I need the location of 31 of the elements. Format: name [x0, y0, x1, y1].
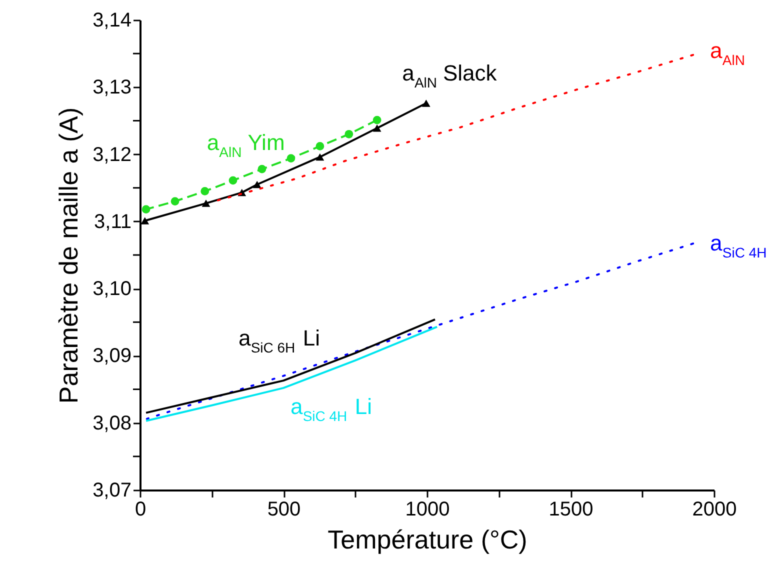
point: [286, 154, 296, 162]
point: [252, 180, 262, 188]
y-tick-label: 3,11: [94, 210, 132, 233]
y-tick-label: 3,14: [92, 10, 132, 32]
line-series: [145, 326, 438, 422]
y-tick-label: 3,12: [92, 144, 132, 166]
y-tick-label: 3,13: [92, 76, 132, 99]
point: [372, 116, 382, 124]
point: [344, 130, 354, 138]
x-tick-label: 1500: [548, 498, 594, 520]
y-tick-label: 3,09: [92, 345, 132, 368]
x-tick-label: 500: [267, 498, 301, 520]
point: [258, 164, 266, 174]
point: [200, 187, 210, 196]
y-tick-label: 3,07: [92, 480, 132, 502]
point: [316, 142, 324, 150]
point: [142, 205, 150, 214]
y-axis-title: Paramètre de maille a (A): [54, 107, 84, 404]
x-axis-title: Température (°C): [328, 524, 528, 554]
point: [316, 153, 324, 161]
point: [202, 200, 210, 207]
point: [372, 124, 382, 132]
x-tick-label: 2000: [692, 498, 737, 520]
x-tick-label: 0: [134, 498, 146, 520]
point: [140, 217, 150, 224]
point: [422, 100, 430, 107]
point: [228, 176, 238, 185]
y-tick-label: 3,08: [92, 412, 132, 434]
point: [170, 197, 180, 206]
y-tick-label: 3,10: [92, 278, 132, 300]
x-tick-label: 1000: [405, 498, 450, 520]
